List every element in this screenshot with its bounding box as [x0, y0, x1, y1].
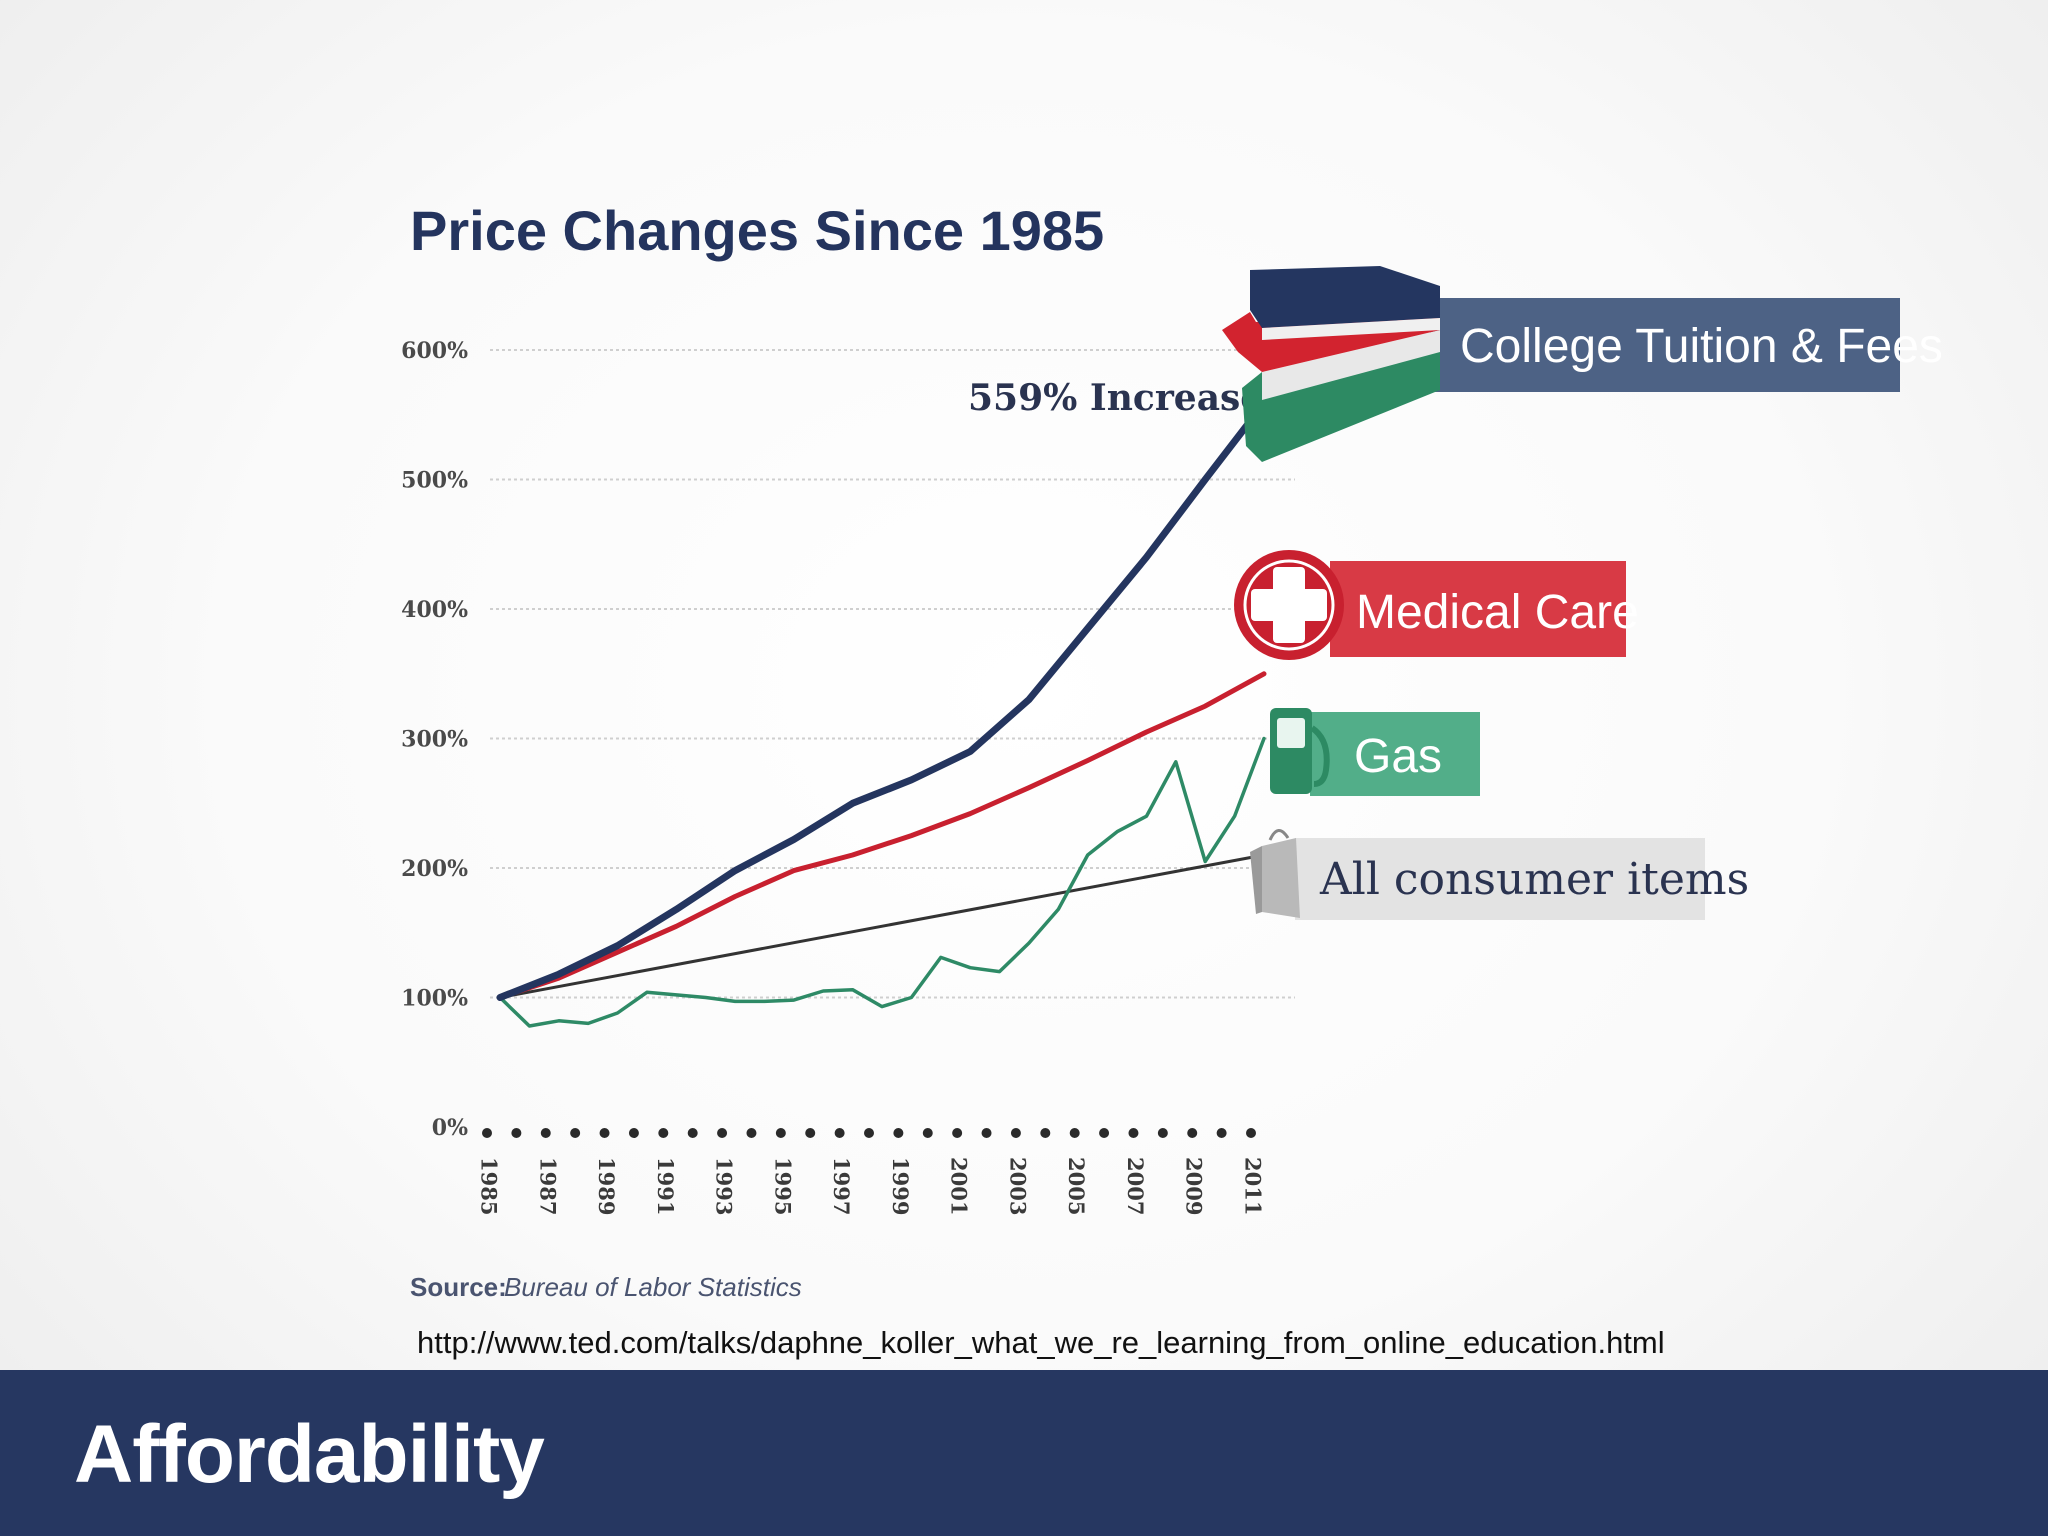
gas-pump-icon	[1270, 708, 1330, 794]
series-line-college-tuition-fees	[496, 399, 1268, 1001]
x-tick-label: 1993	[712, 1157, 737, 1215]
x-axis-dot	[922, 1128, 933, 1138]
y-tick-label: 100%	[401, 986, 468, 1012]
x-axis-dot	[658, 1128, 669, 1138]
x-axis-dot	[628, 1128, 639, 1138]
footer-bar: Affordability	[0, 1370, 2048, 1536]
x-axis-dot	[834, 1128, 845, 1138]
legend-medical-label: Medical Care	[1356, 586, 1639, 639]
books-icon	[1222, 266, 1440, 462]
legend-consumer-label: All consumer items	[1319, 854, 1749, 905]
x-tick-label: 1997	[829, 1157, 854, 1215]
x-axis-dot	[1040, 1128, 1051, 1138]
x-axis-dot	[1187, 1128, 1198, 1138]
x-axis-dot	[511, 1128, 522, 1138]
x-tick-label: 2009	[1182, 1157, 1207, 1215]
x-axis-dot	[540, 1128, 551, 1138]
legend-gas-label: Gas	[1354, 730, 1442, 783]
increase-annotation: 559% Increase	[968, 377, 1263, 419]
medical-cross-icon	[1234, 550, 1344, 660]
x-tick-label: 1989	[594, 1157, 619, 1215]
x-tick-label: 1987	[535, 1157, 560, 1215]
x-axis-dot	[1246, 1128, 1256, 1138]
legend-consumer-banner	[1295, 838, 1705, 920]
x-axis-dot	[1128, 1128, 1139, 1138]
x-tick-label: 2001	[947, 1157, 972, 1215]
shopping-bag-icon	[1250, 829, 1300, 918]
legend-medical: Medical Care	[1234, 550, 1639, 660]
y-tick-label: 300%	[401, 727, 468, 753]
x-tick-label: 2005	[1064, 1157, 1089, 1215]
x-axis-dot	[805, 1128, 816, 1138]
x-axis-ticks: 1985 1987 1989 1991 1993 1995 1997 1999 2001 2003…	[477, 1128, 1266, 1215]
x-axis-dot	[893, 1128, 904, 1138]
x-tick-label: 1995	[770, 1157, 795, 1215]
legend-gas-banner	[1310, 712, 1480, 796]
x-axis-dot	[864, 1128, 874, 1138]
x-axis-dot	[981, 1128, 992, 1138]
legend-college-label: College Tuition & Fees	[1460, 320, 1943, 373]
x-axis-dot	[775, 1128, 786, 1138]
x-axis-dot	[482, 1128, 492, 1138]
x-axis-dot	[952, 1128, 963, 1138]
x-axis-dot	[1099, 1128, 1110, 1138]
y-tick-label: 400%	[401, 597, 468, 623]
x-tick-label: 2003	[1005, 1157, 1030, 1215]
legend-consumer: All consumer items	[1250, 829, 1749, 920]
x-tick-label: 2007	[1123, 1157, 1148, 1215]
x-axis-dot	[570, 1128, 581, 1138]
y-tick-label: 200%	[401, 856, 468, 882]
source-url[interactable]: http://www.ted.com/talks/daphne_koller_w…	[417, 1325, 1665, 1360]
footer-title: Affordability	[74, 1409, 545, 1500]
x-axis-dot	[599, 1128, 610, 1138]
source-text: Bureau of Labor Statistics	[504, 1272, 802, 1302]
x-tick-label: 2011	[1241, 1157, 1266, 1215]
legend-college-banner	[1430, 298, 1900, 392]
series-line-medical-care	[497, 671, 1267, 1000]
legend-medical-banner	[1330, 561, 1626, 657]
x-axis-dot	[717, 1128, 728, 1138]
legend-college: College Tuition & Fees	[1222, 266, 1943, 462]
y-tick-label: 600%	[401, 338, 468, 364]
x-axis-dot	[687, 1128, 698, 1138]
x-axis-dot	[1069, 1128, 1080, 1138]
chart-title: Price Changes Since 1985	[410, 199, 1104, 262]
x-tick-label: 1991	[653, 1157, 678, 1215]
x-axis-dot	[746, 1128, 757, 1138]
x-tick-label: 1999	[888, 1157, 913, 1215]
legend-gas: Gas	[1270, 708, 1480, 796]
grid-lines	[490, 349, 1295, 999]
series-lines	[496, 399, 1268, 1028]
y-tick-label: 0%	[432, 1115, 468, 1141]
x-axis-dot	[1216, 1128, 1227, 1138]
y-tick-label: 500%	[401, 468, 468, 494]
x-tick-label: 1985	[477, 1157, 502, 1215]
y-axis-ticks: 0% 100% 200% 300% 400% 500% 600%	[401, 338, 468, 1141]
price-chart: Price Changes Since 1985 0% 100% 200% 300% 4…	[401, 199, 1943, 1302]
source-label: Source:	[410, 1272, 507, 1302]
x-axis-dot	[1157, 1128, 1168, 1138]
series-line-all-consumer-items	[498, 853, 1266, 999]
series-line-gas	[498, 736, 1266, 1028]
x-axis-dot	[1010, 1128, 1021, 1138]
